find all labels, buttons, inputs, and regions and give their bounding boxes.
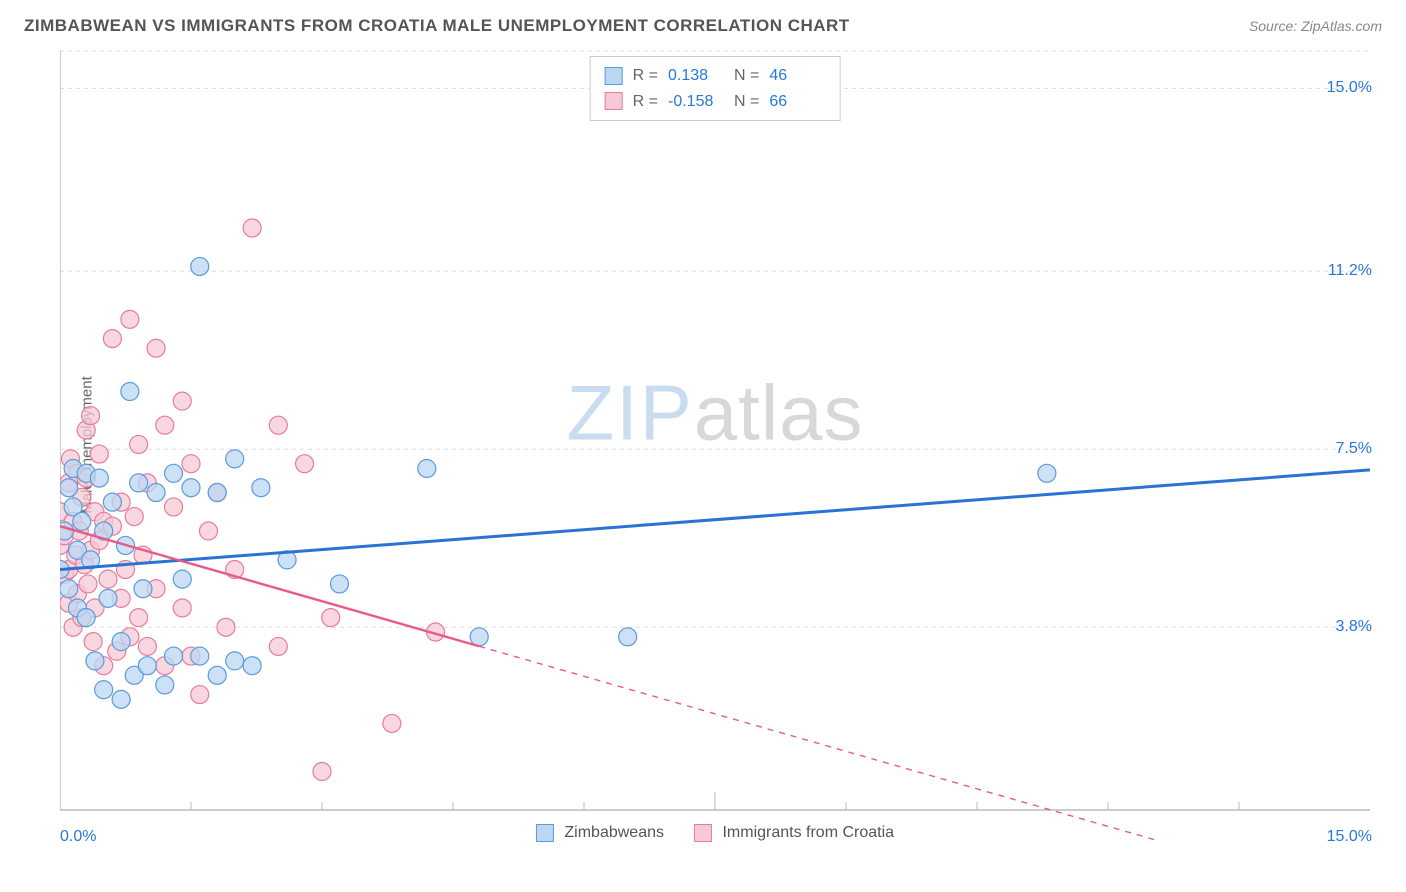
y-tick-label: 11.2% — [1328, 262, 1372, 280]
stats-row: R = 0.138 N = 46 — [605, 63, 826, 89]
stats-r-label: R = — [633, 89, 658, 115]
stats-n-value: 46 — [769, 63, 825, 89]
stats-r-value: 0.138 — [668, 63, 724, 89]
stats-n-value: 66 — [769, 89, 825, 115]
x-axis-max-label: 15.0% — [1327, 828, 1372, 846]
y-tick-label: 15.0% — [1327, 79, 1372, 97]
stats-r-value: -0.158 — [668, 89, 724, 115]
legend-label: Immigrants from Croatia — [722, 824, 894, 841]
stats-swatch — [605, 92, 623, 110]
series-legend: Zimbabweans Immigrants from Croatia — [536, 824, 894, 842]
legend-swatch — [536, 824, 554, 842]
chart-header: ZIMBABWEAN VS IMMIGRANTS FROM CROATIA MA… — [0, 0, 1406, 44]
chart-area: Male Unemployment ZIPatlas R = 0.138 N =… — [48, 50, 1388, 840]
scatter-svg — [60, 50, 1370, 840]
y-tick-label: 7.5% — [1336, 440, 1372, 458]
plot-region: ZIPatlas R = 0.138 N = 46 R = -0.158 N =… — [60, 50, 1370, 840]
chart-source: Source: ZipAtlas.com — [1249, 18, 1382, 34]
stats-r-label: R = — [633, 63, 658, 89]
stats-legend: R = 0.138 N = 46 R = -0.158 N = 66 — [590, 56, 841, 121]
stats-swatch — [605, 67, 623, 85]
x-axis-min-label: 0.0% — [60, 828, 96, 846]
stats-n-label: N = — [734, 89, 759, 115]
legend-label: Zimbabweans — [564, 824, 664, 841]
legend-item: Zimbabweans — [536, 824, 664, 842]
stats-row: R = -0.158 N = 66 — [605, 89, 826, 115]
stats-n-label: N = — [734, 63, 759, 89]
legend-item: Immigrants from Croatia — [694, 824, 894, 842]
legend-swatch — [694, 824, 712, 842]
y-tick-label: 3.8% — [1336, 618, 1372, 636]
chart-title: ZIMBABWEAN VS IMMIGRANTS FROM CROATIA MA… — [24, 16, 850, 36]
